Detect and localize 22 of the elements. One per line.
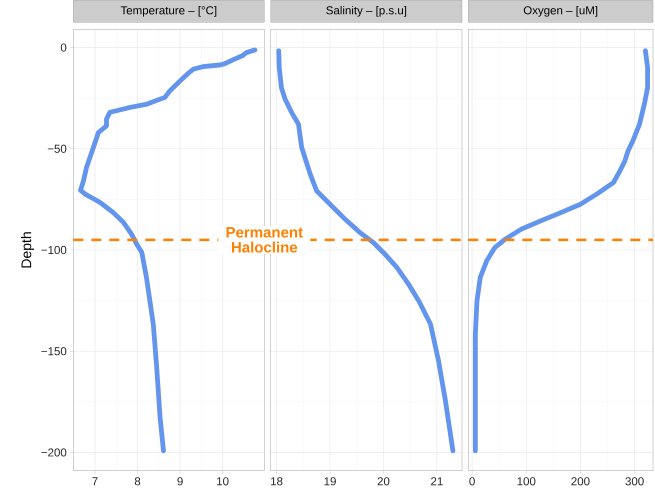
y-tick-label: −50 (48, 144, 66, 153)
x-tick-label: 10 (217, 477, 229, 486)
x-tick-label: 300 (625, 477, 644, 486)
y-tick-label: −150 (41, 347, 66, 356)
x-tick-label: 19 (324, 477, 336, 486)
x-tick-label: 200 (571, 477, 590, 486)
x-tick-label: 7 (92, 477, 98, 486)
x-tick-label: 18 (271, 477, 282, 486)
x-tick-label: 21 (431, 477, 443, 486)
chart-title: Temperature – [°C] (120, 6, 216, 17)
x-tick-label: 20 (378, 477, 390, 486)
ref-line-label: Permanent Halocline (226, 227, 303, 253)
y-axis-title: Depth (20, 232, 34, 268)
chart-title: Salinity – [p.s.u] (326, 6, 406, 17)
x-tick-label: 8 (134, 477, 140, 486)
x-tick-label: 0 (469, 477, 475, 486)
y-tick-label: 0 (60, 43, 66, 52)
chart-title: Oxygen – [uM] (524, 6, 598, 17)
x-tick-label: 9 (177, 477, 183, 486)
y-tick-label: −200 (41, 448, 66, 457)
y-tick-label: −100 (41, 246, 66, 254)
x-tick-label: 100 (518, 477, 536, 486)
